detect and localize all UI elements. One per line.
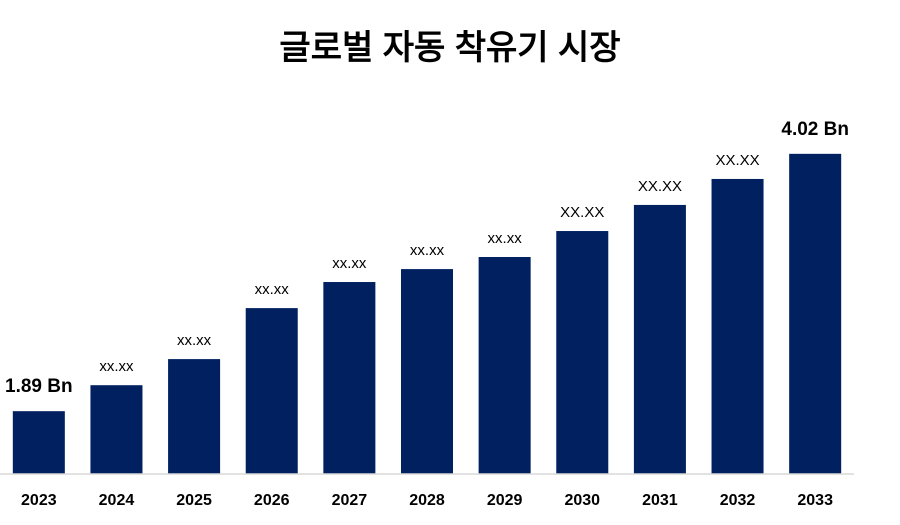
x-tick-label: 2029 (487, 492, 523, 509)
value-label: xx.xx (177, 332, 212, 349)
bar (168, 359, 221, 474)
bar (400, 269, 454, 474)
value-label: xx.xx (332, 255, 367, 272)
bar (789, 153, 842, 474)
x-tick-label: 2032 (720, 492, 756, 509)
bar (90, 385, 143, 474)
x-tick-label: 2024 (99, 492, 135, 509)
x-tick-label: 2023 (21, 492, 57, 509)
x-tick-label: 2026 (254, 492, 290, 509)
bar (12, 411, 65, 474)
bar (711, 178, 764, 475)
value-label: xx.xx (99, 358, 134, 375)
value-label: XX.XX (715, 152, 759, 169)
x-tick-label: 2028 (409, 492, 445, 509)
value-label: XX.XX (560, 204, 604, 221)
value-label: xx.xx (488, 230, 523, 247)
x-tick-label: 2030 (564, 492, 600, 509)
chart-title: 글로벌 자동 착유기 시장 (279, 29, 620, 67)
value-label: xx.xx (410, 242, 445, 259)
x-tick-label: 2033 (797, 492, 833, 509)
bar (556, 231, 609, 474)
value-label: 4.02 Bn (781, 119, 849, 140)
x-tick-label: 2027 (332, 492, 368, 509)
bar (245, 308, 298, 474)
bar (323, 282, 376, 474)
value-label: xx.xx (255, 281, 290, 298)
x-tick-label: 2025 (176, 492, 212, 509)
x-tick-label: 2031 (642, 492, 678, 509)
value-label: 1.89 Bn (5, 376, 73, 397)
value-label: XX.XX (638, 178, 682, 195)
bar (633, 204, 686, 474)
bar (478, 257, 531, 474)
